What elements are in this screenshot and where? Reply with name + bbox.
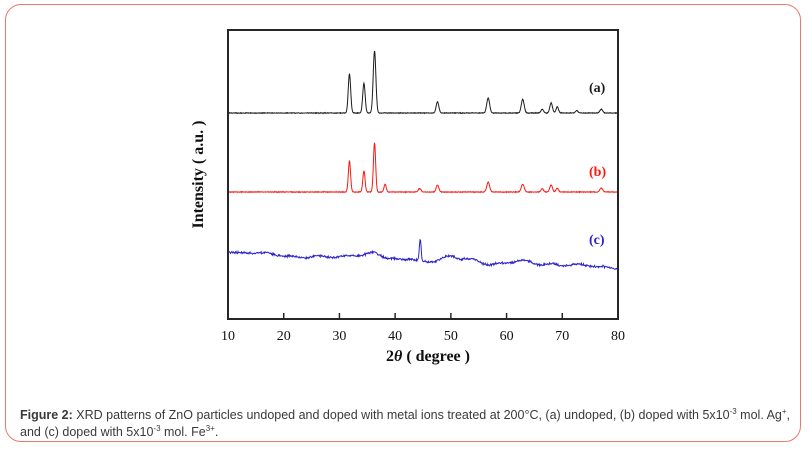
series-label-c: (c) bbox=[589, 233, 605, 248]
x-tick-label-50: 50 bbox=[444, 329, 458, 344]
y-axis-title: Intensity ( a.u. ) bbox=[190, 120, 207, 228]
x-tick-label-70: 70 bbox=[555, 329, 569, 344]
caption-text: and (c) doped with 5x10 bbox=[20, 424, 154, 439]
x-tick-label-80: 80 bbox=[611, 329, 625, 344]
xrd-chart-svg: (a) (b) (c) 10 20 30 40 50 60 70 80 2θ ( degree ) In… bbox=[190, 29, 625, 365]
xrd-trace-c bbox=[227, 238, 618, 270]
x-axis-title: 2θ ( degree ) bbox=[386, 348, 470, 365]
series-label-a: (a) bbox=[589, 81, 606, 96]
xrd-chart: (a) (b) (c) 10 20 30 40 50 60 70 80 2θ ( degree ) In… bbox=[190, 29, 625, 365]
xrd-trace-a bbox=[227, 50, 619, 115]
caption-label: Figure 2: bbox=[20, 407, 73, 422]
x-axis-title-text: ( degree ) bbox=[402, 348, 470, 365]
figure-frame bbox=[5, 4, 801, 442]
caption-text: , bbox=[786, 407, 791, 422]
x-tick-label-60: 60 bbox=[500, 329, 514, 344]
caption-text: -3 bbox=[153, 423, 161, 433]
caption-text: 3+ bbox=[205, 423, 215, 433]
x-tick-label-10: 10 bbox=[221, 329, 235, 344]
x-tick-label-40: 40 bbox=[388, 329, 402, 344]
figure-caption: Figure 2: XRD patterns of ZnO particles … bbox=[20, 407, 795, 441]
series-label-b: (b) bbox=[589, 165, 606, 180]
caption-line-2: and (c) doped with 5x10-3 mol. Fe3+. bbox=[20, 424, 795, 441]
caption-text: -3 bbox=[729, 406, 737, 416]
caption-text: + bbox=[781, 406, 787, 416]
plot-frame bbox=[227, 29, 619, 320]
theta-symbol: θ bbox=[394, 348, 403, 365]
caption-text: XRD patterns of ZnO particles undoped an… bbox=[72, 407, 730, 422]
x-tick-label-30: 30 bbox=[332, 329, 346, 344]
caption-text: mol. Ag bbox=[736, 407, 782, 422]
x-axis-title-text: 2 bbox=[386, 348, 394, 365]
xrd-trace-b bbox=[227, 142, 619, 194]
caption-text: mol. Fe bbox=[160, 424, 206, 439]
caption-line-1: Figure 2: XRD patterns of ZnO particles … bbox=[20, 407, 795, 424]
x-tick-label-20: 20 bbox=[277, 329, 291, 344]
caption-text: . bbox=[214, 424, 219, 439]
